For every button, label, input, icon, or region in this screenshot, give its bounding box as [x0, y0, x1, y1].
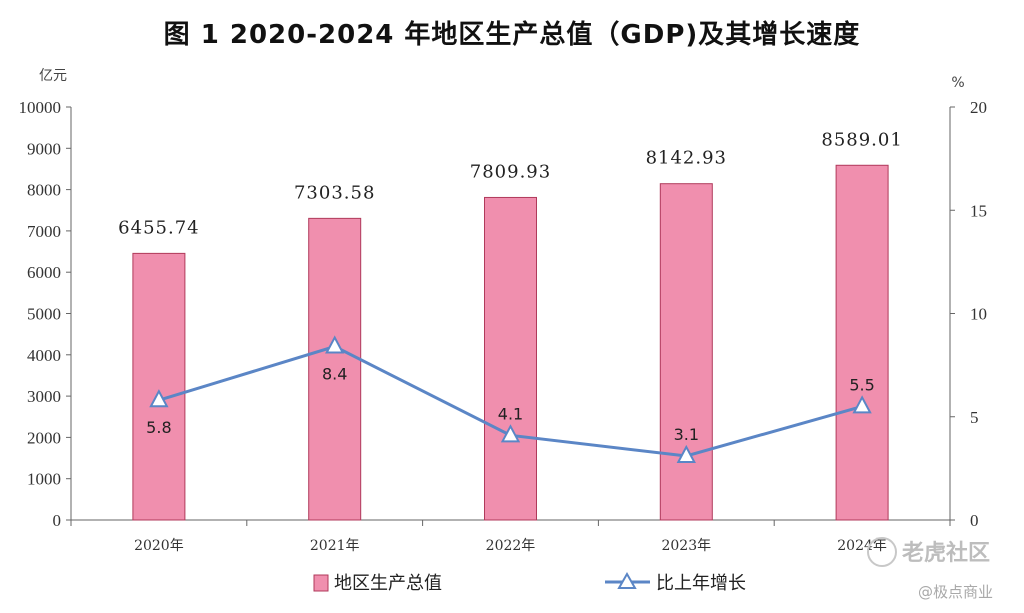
bar-value-label: 7809.93: [470, 161, 551, 182]
legend: 地区生产总值 比上年增长: [313, 571, 746, 594]
bar-value-label: 7303.58: [294, 182, 375, 203]
watermark-logo-icon: [867, 537, 897, 567]
y-left-tick-label: 2000: [27, 428, 61, 447]
line-series: [149, 335, 872, 463]
bar: [835, 164, 889, 521]
line-point-marker: [676, 444, 696, 463]
line-value-label: 4.1: [498, 404, 523, 423]
watermark-text: 老虎社区: [901, 540, 990, 566]
bar: [132, 252, 186, 521]
x-tick-label: 2021年: [310, 538, 360, 554]
y-left-unit: 亿元: [39, 68, 67, 84]
line-value-label: 3.1: [674, 425, 699, 444]
legend-line-label: 比上年增长: [656, 573, 746, 594]
watermark-subtext: @极点商业: [918, 583, 993, 601]
y-right-tick-label: 0: [970, 511, 979, 530]
y-left-tick-label: 7000: [27, 222, 61, 241]
bar: [484, 196, 537, 521]
x-tick-label: 2022年: [486, 538, 536, 554]
bar: [659, 183, 713, 521]
line-point-marker: [325, 335, 345, 354]
line-point-marker: [149, 389, 169, 408]
y-right-tick-label: 20: [970, 98, 987, 117]
y-left-tick-label: 5000: [27, 305, 61, 324]
x-tick-label: 2024年: [837, 538, 887, 554]
y-left-tick-label: 1000: [27, 470, 61, 489]
line-point-marker: [852, 395, 872, 414]
legend-bar-swatch: [313, 574, 329, 592]
bar-series: [132, 164, 889, 521]
line-value-label: 8.4: [322, 365, 347, 384]
y-left-tick-label: 4000: [27, 346, 61, 365]
y-left-tick-label: 6000: [27, 263, 61, 282]
y-right-tick-label: 15: [970, 201, 987, 220]
bar: [308, 217, 362, 521]
y-right-tick-label: 5: [970, 408, 979, 427]
x-tick-label: 2020年: [134, 538, 184, 554]
line-value-label: 5.5: [849, 375, 874, 394]
y-left-tick-label: 0: [53, 511, 62, 530]
y-left-tick-label: 8000: [27, 181, 61, 200]
line-value-label: 5.8: [146, 418, 171, 437]
legend-bar-label: 地区生产总值: [334, 573, 442, 594]
y-left-tick-label: 10000: [19, 98, 62, 117]
bar-value-label: 6455.74: [118, 217, 199, 238]
axes: 0100020003000400050006000700080009000100…: [19, 68, 988, 554]
y-left-tick-label: 9000: [27, 139, 61, 158]
bar-value-label: 8589.01: [821, 129, 902, 150]
legend-line-marker: [617, 571, 637, 589]
y-left-tick-label: 3000: [27, 387, 61, 406]
y-right-tick-label: 10: [970, 305, 987, 324]
line-point-marker: [500, 424, 521, 443]
chart-title: 图 1 2020-2024 年地区生产总值（GDP)及其增长速度: [163, 20, 861, 50]
watermark: 老虎社区 @极点商业: [867, 537, 993, 601]
y-right-unit: %: [951, 75, 964, 91]
data-labels: 6455.74 7303.58 7809.93 8142.93 8589.01 5.8 8.…: [118, 129, 902, 444]
bar-value-label: 8142.93: [646, 148, 727, 169]
x-tick-label: 2023年: [661, 538, 711, 554]
